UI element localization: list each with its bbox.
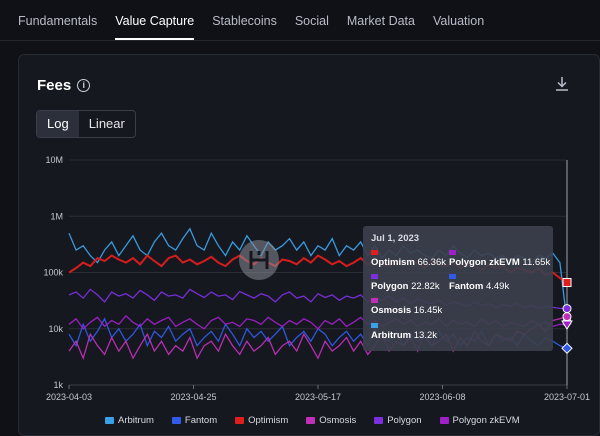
legend-item[interactable]: Osmosis <box>306 415 356 426</box>
tooltip-item: Optimism 66.36k <box>371 250 446 268</box>
legend-swatch <box>171 417 181 424</box>
tab-valuation[interactable]: Valuation <box>432 14 485 28</box>
tooltip-item-value: 13.2k <box>413 330 438 341</box>
tooltip-swatch <box>449 274 456 279</box>
panel-title-row: Fees i <box>37 77 91 94</box>
tooltip-item: Polygon zkEVM 11.65k <box>449 250 550 268</box>
end-marker-optimism <box>562 278 572 288</box>
tooltip-item-value: 16.45k <box>413 305 443 316</box>
end-marker-osmosis <box>562 312 572 322</box>
legend-item[interactable]: Arbitrum <box>105 415 154 426</box>
legend-label: Polygon zkEVM <box>452 415 520 426</box>
tooltip-item-value: 4.49k <box>485 281 510 292</box>
tooltip-date: Jul 1, 2023 <box>371 233 420 244</box>
y-tick-label: 100k <box>43 268 63 278</box>
scale-log-button[interactable]: Log <box>37 111 79 137</box>
legend-swatch <box>105 417 114 424</box>
tooltip-item: Polygon 22.82k <box>371 274 440 292</box>
legend-label: Osmosis <box>319 415 357 426</box>
y-tick-label: 10k <box>48 324 63 334</box>
tooltip-item-name: Polygon <box>371 281 409 292</box>
tooltip-swatch <box>371 323 378 328</box>
tooltip-swatch <box>371 274 378 279</box>
legend-swatch <box>439 417 449 424</box>
info-icon[interactable]: i <box>77 79 91 92</box>
legend-swatch <box>306 417 316 424</box>
tooltip-item-value: 66.36k <box>417 257 446 268</box>
tooltip-swatch <box>449 250 456 255</box>
tooltip-item-value: 11.65k <box>522 257 551 268</box>
y-tick-label: 10M <box>45 155 63 165</box>
legend-swatch <box>235 417 245 424</box>
legend-label: Optimism <box>248 415 289 426</box>
tooltip-item: Osmosis 16.45k <box>371 298 442 316</box>
end-marker-fantom <box>561 342 573 355</box>
tooltip-swatch <box>371 298 378 303</box>
x-tick-label: 2023-06-08 <box>419 392 465 402</box>
tooltip-item-name: Optimism <box>371 257 415 268</box>
legend-item[interactable]: Polygon zkEVM <box>439 415 520 426</box>
legend-item[interactable]: Fantom <box>171 415 218 426</box>
tooltip-item-name: Arbitrum <box>371 330 412 341</box>
legend-label: Polygon <box>387 415 422 426</box>
tab-social[interactable]: Social <box>294 14 329 28</box>
tab-fundamentals[interactable]: Fundamentals <box>18 14 98 28</box>
end-marker-polygon <box>562 304 572 314</box>
tab-bar: Fundamentals Value Capture Stablecoins S… <box>18 14 502 40</box>
fees-panel: Fees i Log Linear 1k 10k 100k 1M 10M 2023-04-… <box>18 54 600 436</box>
panel-title: Fees <box>37 77 72 94</box>
legend-label: Fantom <box>184 415 218 426</box>
legend-label: Arbitrum <box>118 415 154 426</box>
tooltip-item-name: Polygon zkEVM <box>449 257 520 268</box>
legend-item[interactable]: Optimism <box>235 415 288 426</box>
tab-market-data[interactable]: Market Data <box>346 14 415 28</box>
tab-stablecoins[interactable]: Stablecoins <box>212 14 277 28</box>
tooltip-item-name: Osmosis <box>371 305 412 316</box>
y-tick-label: 1M <box>50 211 63 221</box>
watermark-logo <box>239 240 279 280</box>
tooltip-item-value: 22.82k <box>411 281 440 292</box>
x-tick-label: 2023-04-03 <box>46 392 92 402</box>
chart-legend: Arbitrum Fantom Optimism Osmosis Polygon Poly… <box>105 415 520 426</box>
tooltip-swatch <box>371 250 378 255</box>
legend-item[interactable]: Polygon <box>374 415 422 426</box>
scale-linear-button[interactable]: Linear <box>88 116 125 131</box>
chart-tooltip: Jul 1, 2023 Optimism 66.36k Polygon zkEV… <box>363 226 553 351</box>
end-marker-polygon-zkevm <box>561 320 573 330</box>
scale-toggle: Log Linear <box>36 110 136 138</box>
legend-swatch <box>374 417 384 424</box>
tooltip-item: Arbitrum 13.2k <box>371 323 437 341</box>
x-tick-label: 2023-04-25 <box>170 392 216 402</box>
tooltip-item: Fantom 4.49k <box>449 274 509 292</box>
y-tick-label: 1k <box>53 380 63 390</box>
tooltip-item-name: Fantom <box>449 281 484 292</box>
tabs-divider <box>0 40 600 41</box>
x-tick-label: 2023-07-01 <box>544 392 590 402</box>
x-tick-label: 2023-05-17 <box>295 392 341 402</box>
tab-value-capture[interactable]: Value Capture <box>115 14 195 40</box>
download-icon[interactable] <box>553 75 571 93</box>
